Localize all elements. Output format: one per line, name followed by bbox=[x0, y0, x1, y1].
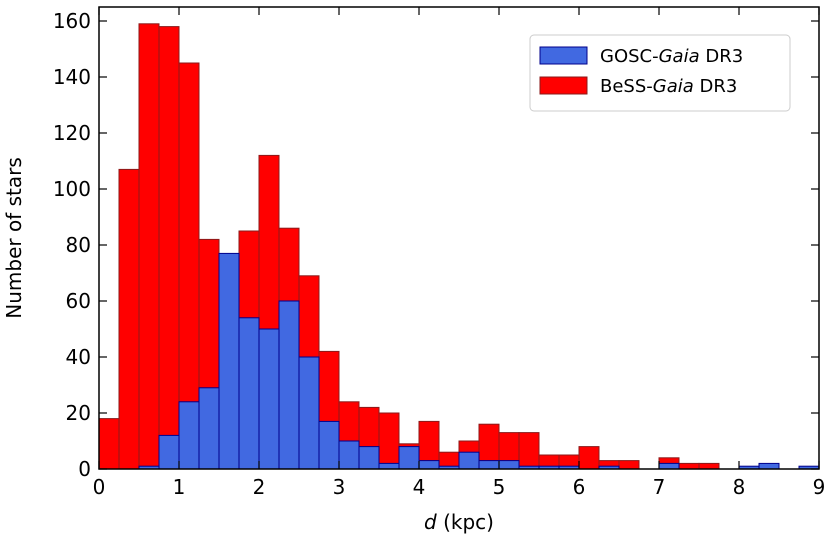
bar bbox=[618, 460, 640, 470]
legend-swatch bbox=[539, 76, 588, 95]
legend-label-prefix: GOSC- bbox=[600, 46, 659, 67]
x-axis-label-rest: (kpc) bbox=[437, 510, 494, 534]
legend-label-prefix: BeSS- bbox=[600, 76, 653, 97]
bar bbox=[278, 300, 300, 470]
axes-layer bbox=[98, 6, 820, 470]
legend-box bbox=[529, 34, 791, 112]
y-tick-label: 20 bbox=[66, 401, 91, 425]
bar bbox=[258, 328, 280, 470]
y-tick-label: 160 bbox=[53, 9, 91, 33]
y-axis-label: Number of stars bbox=[2, 157, 26, 319]
y-tick-label: 60 bbox=[66, 289, 91, 313]
bar bbox=[378, 412, 400, 470]
bar bbox=[758, 462, 780, 470]
bar bbox=[658, 462, 680, 470]
y-tick-label: 40 bbox=[66, 345, 91, 369]
bars-layer bbox=[98, 23, 820, 470]
bar bbox=[458, 451, 480, 470]
x-tick-label: 8 bbox=[733, 475, 746, 499]
y-tick-label: 100 bbox=[53, 177, 91, 201]
bar bbox=[698, 462, 720, 470]
bar bbox=[358, 446, 380, 470]
bar bbox=[398, 446, 420, 470]
bar bbox=[338, 440, 360, 470]
bar bbox=[138, 23, 160, 470]
legend-label-suffix: DR3 bbox=[700, 46, 744, 67]
bar bbox=[498, 460, 520, 470]
bar bbox=[378, 462, 400, 470]
bar bbox=[158, 26, 180, 470]
legend-label: BeSS-Gaia DR3 bbox=[600, 76, 737, 97]
y-tick-label: 140 bbox=[53, 65, 91, 89]
x-tick-label: 6 bbox=[573, 475, 586, 499]
series-1-bars bbox=[138, 252, 820, 470]
bar bbox=[518, 432, 540, 470]
x-tick-label: 5 bbox=[493, 475, 506, 499]
y-tick-label: 80 bbox=[66, 233, 91, 257]
x-tick-label: 3 bbox=[333, 475, 346, 499]
bar bbox=[578, 446, 600, 470]
x-axis-label: d (kpc) bbox=[424, 510, 494, 534]
legend-label-italic: Gaia bbox=[653, 76, 694, 97]
bar bbox=[418, 460, 440, 470]
bar bbox=[678, 462, 700, 470]
x-tick-label: 7 bbox=[653, 475, 666, 499]
bar bbox=[118, 168, 140, 470]
bar bbox=[218, 252, 240, 470]
ticks-layer: 0 1 2 3 4 5 6 7 8 9 0 20 40 60 80 100 120 140 160 bbox=[53, 7, 826, 499]
x-tick-label: 1 bbox=[173, 475, 186, 499]
x-tick-label: 0 bbox=[93, 475, 106, 499]
bar bbox=[198, 387, 220, 470]
bar bbox=[238, 317, 260, 470]
bar bbox=[98, 418, 120, 470]
bar bbox=[158, 434, 180, 470]
plot-frame bbox=[98, 6, 820, 470]
legend-label: GOSC-Gaia DR3 bbox=[600, 46, 743, 67]
bar bbox=[298, 356, 320, 470]
legend-label-italic: Gaia bbox=[659, 46, 700, 67]
bar bbox=[318, 420, 340, 470]
x-tick-label: 9 bbox=[813, 475, 826, 499]
bar bbox=[178, 401, 200, 470]
x-tick-label: 4 bbox=[413, 475, 426, 499]
y-tick-label: 120 bbox=[53, 121, 91, 145]
x-tick-label: 2 bbox=[253, 475, 266, 499]
legend-label-suffix: DR3 bbox=[694, 76, 738, 97]
axis-labels: d (kpc) Number of stars bbox=[2, 157, 494, 534]
bar bbox=[478, 460, 500, 470]
x-axis-label-italic: d bbox=[424, 510, 437, 534]
y-tick-label: 0 bbox=[78, 457, 91, 481]
legend-swatch bbox=[539, 46, 588, 65]
